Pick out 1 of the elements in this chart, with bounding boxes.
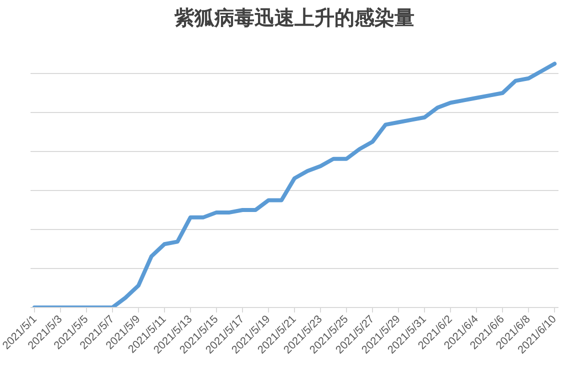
chart-title: 紫狐病毒迅速上升的感染量 <box>174 6 414 30</box>
